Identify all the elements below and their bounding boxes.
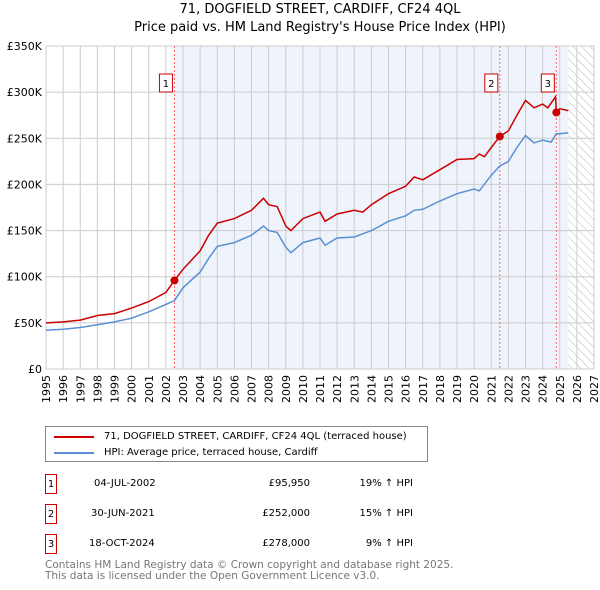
y-tick-label: £250K bbox=[7, 132, 43, 145]
marker-badge: 2 bbox=[45, 504, 57, 524]
sale-point bbox=[170, 276, 179, 285]
x-tick-label: 2011 bbox=[314, 375, 327, 403]
x-tick-label: 2007 bbox=[246, 375, 259, 403]
x-tick-label: 1995 bbox=[40, 375, 53, 403]
legend-blue-line bbox=[54, 451, 94, 454]
plot-border bbox=[45, 45, 595, 370]
y-tick-label: £50K bbox=[14, 317, 43, 330]
x-tick-label: 2017 bbox=[417, 375, 430, 403]
date: 04-JUL-2002 bbox=[94, 478, 156, 489]
x-tick-label: 2014 bbox=[365, 375, 378, 403]
x-tick-label: 2008 bbox=[263, 375, 276, 403]
chart-subtitle: Price paid vs. HM Land Registry's House … bbox=[134, 20, 506, 35]
footer-copyright: Contains HM Land Registry data © Crown c… bbox=[45, 559, 454, 571]
x-tick-label: 2001 bbox=[143, 375, 156, 403]
x-tick-label: 1997 bbox=[74, 375, 87, 403]
transaction-row: 3 18-OCT-2024 £278,000 9% ↑ HPI bbox=[45, 534, 445, 554]
x-tick-label: 2026 bbox=[571, 375, 584, 403]
x-tick-label: 1999 bbox=[109, 375, 122, 403]
y-tick-label: £0 bbox=[28, 363, 42, 376]
x-tick-label: 2002 bbox=[160, 375, 173, 403]
x-tick-label: 2009 bbox=[280, 375, 293, 403]
x-tick-label: 2018 bbox=[434, 375, 447, 403]
legend-red-label: 71, DOGFIELD STREET, CARDIFF, CF24 4QL (… bbox=[104, 431, 407, 442]
sale-point bbox=[552, 108, 561, 117]
x-tick-label: 2012 bbox=[331, 375, 344, 403]
x-tick-label: 1996 bbox=[57, 375, 70, 403]
legend-red-line bbox=[54, 435, 94, 438]
transaction-row: 1 04-JUL-2002 £95,950 19% ↑ HPI bbox=[45, 474, 445, 494]
date: 18-OCT-2024 bbox=[89, 538, 155, 549]
x-tick-label: 2023 bbox=[520, 375, 533, 403]
x-tick-label: 1998 bbox=[91, 375, 104, 403]
y-tick-label: £100K bbox=[7, 271, 43, 284]
hpi-change: 19% ↑ HPI bbox=[359, 478, 413, 489]
hpi-change: 15% ↑ HPI bbox=[359, 508, 413, 519]
x-tick-label: 2005 bbox=[211, 375, 224, 403]
x-tick-label: 2003 bbox=[177, 375, 190, 403]
x-tick-label: 2016 bbox=[400, 375, 413, 403]
y-tick-label: £350K bbox=[7, 40, 43, 53]
x-tick-label: 2013 bbox=[348, 375, 361, 403]
price: £278,000 bbox=[262, 538, 310, 549]
legend: 71, DOGFIELD STREET, CARDIFF, CF24 4QL (… bbox=[45, 426, 428, 462]
price: £95,950 bbox=[268, 478, 310, 489]
date: 30-JUN-2021 bbox=[91, 508, 155, 519]
x-tick-label: 2000 bbox=[126, 375, 139, 403]
sale-label: 1 bbox=[163, 79, 169, 90]
x-tick-label: 2022 bbox=[502, 375, 515, 403]
hpi-change: 9% ↑ HPI bbox=[365, 538, 413, 549]
chart-title: 71, DOGFIELD STREET, CARDIFF, CF24 4QL bbox=[179, 2, 461, 17]
sale-label-box bbox=[540, 73, 555, 93]
y-tick-label: £150K bbox=[7, 225, 43, 238]
x-tick-label: 2006 bbox=[228, 375, 241, 403]
marker-badge: 1 bbox=[45, 474, 57, 494]
x-tick-label: 2027 bbox=[588, 375, 600, 403]
marker-badge: 3 bbox=[45, 534, 57, 554]
x-tick-label: 2010 bbox=[297, 375, 310, 403]
footer-licence: This data is licensed under the Open Gov… bbox=[45, 570, 380, 582]
y-tick-label: £200K bbox=[7, 178, 43, 191]
x-tick-label: 2025 bbox=[554, 375, 567, 403]
transaction-row: 2 30-JUN-2021 £252,000 15% ↑ HPI bbox=[45, 504, 445, 524]
sale-label-box bbox=[484, 73, 499, 93]
x-tick-label: 2024 bbox=[537, 375, 550, 403]
y-tick-label: £300K bbox=[7, 86, 43, 99]
x-tick-label: 2021 bbox=[485, 375, 498, 403]
sale-label-box bbox=[158, 73, 173, 93]
x-tick-label: 2020 bbox=[468, 375, 481, 403]
sale-label: 2 bbox=[488, 79, 494, 90]
price: £252,000 bbox=[262, 508, 310, 519]
x-tick-label: 2019 bbox=[451, 375, 464, 403]
x-tick-label: 2004 bbox=[194, 375, 207, 403]
forecast-hatch bbox=[568, 46, 594, 369]
legend-blue-label: HPI: Average price, terraced house, Card… bbox=[104, 447, 318, 458]
sale-point bbox=[495, 132, 504, 141]
plot-area: 1995 1996 1997 1998 1999 2000 2001 2002 2003 2004… bbox=[7, 40, 600, 403]
hpi-line bbox=[45, 131, 569, 331]
sale-label: 3 bbox=[545, 79, 551, 90]
x-tick-label: 2015 bbox=[383, 375, 396, 403]
